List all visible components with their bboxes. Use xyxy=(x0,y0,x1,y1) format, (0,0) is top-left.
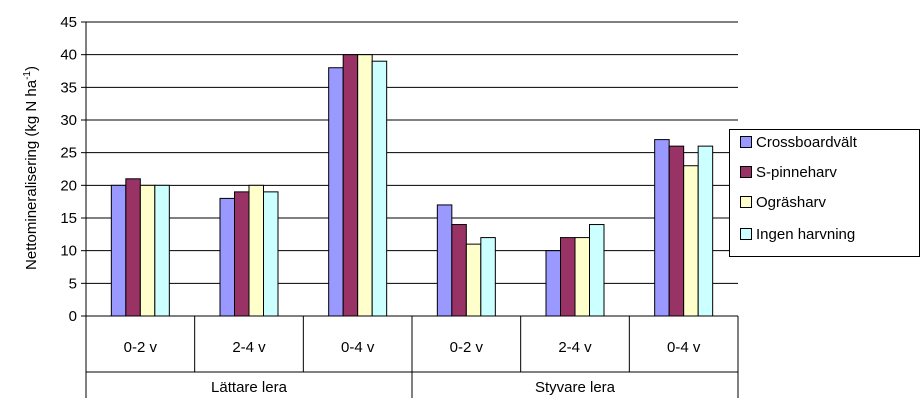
bar xyxy=(342,54,359,317)
y-axis-title-main: Nettomineralisering (kg N ha xyxy=(23,79,40,270)
bar xyxy=(668,145,685,317)
bar xyxy=(357,54,373,317)
x-tick-labels: 0-2 v 2-4 v 0-4 v 0-2 v 2-4 v 0-4 v xyxy=(124,339,701,356)
bar xyxy=(545,250,561,317)
gridlines xyxy=(86,21,738,284)
x-tick-label: 0-4 v xyxy=(667,339,701,356)
legend-label: Ogräsharv xyxy=(756,193,827,211)
group-label: Styvare lera xyxy=(535,379,616,396)
legend-swatch xyxy=(740,228,752,240)
legend-swatch xyxy=(740,196,752,208)
bar xyxy=(139,184,156,317)
y-tick-label: 5 xyxy=(69,275,77,292)
legend-item: Ogräsharv xyxy=(740,193,826,211)
axes xyxy=(81,21,739,398)
bar xyxy=(683,165,699,317)
y-tick-label: 10 xyxy=(60,243,77,260)
bar xyxy=(110,184,127,317)
y-tick-label: 30 xyxy=(60,112,77,129)
legend-item: Ingen harvning xyxy=(740,225,855,243)
y-axis-title: Nettomineralisering (kg N ha-1) xyxy=(22,66,40,270)
legend-item: S-pinneharv xyxy=(740,163,837,181)
bar xyxy=(589,224,605,317)
x-tick-label: 0-4 v xyxy=(341,339,375,356)
x-tick-label: 0-2 v xyxy=(124,339,158,356)
bar xyxy=(451,224,467,317)
bar xyxy=(125,178,141,317)
bar xyxy=(465,243,482,317)
legend-swatch xyxy=(740,136,752,148)
bar xyxy=(154,184,170,317)
bar xyxy=(574,237,590,317)
legend-item: Crossboardvält xyxy=(740,133,857,151)
legend-swatch xyxy=(740,166,752,178)
y-tick-label: 0 xyxy=(69,308,77,325)
x-tick-label: 2-4 v xyxy=(232,339,266,356)
bar xyxy=(263,191,279,317)
y-tick-label: 15 xyxy=(60,210,77,227)
group-labels: Lättare lera Styvare lera xyxy=(211,379,616,396)
legend-label: S-pinneharv xyxy=(756,163,837,181)
bar xyxy=(248,184,264,317)
bar xyxy=(697,145,714,317)
bar xyxy=(560,237,576,317)
y-tick-labels: 0 5 10 15 20 25 30 35 40 45 xyxy=(60,14,77,325)
bar xyxy=(436,204,453,317)
y-axis-title-close: ) xyxy=(23,66,40,71)
bar xyxy=(371,60,388,317)
x-tick-label: 0-2 v xyxy=(450,339,484,356)
bar xyxy=(219,197,235,317)
bar xyxy=(480,237,496,317)
bar xyxy=(328,67,344,317)
y-tick-label: 35 xyxy=(60,79,77,96)
bar xyxy=(234,191,250,317)
y-axis-title-sup: -1 xyxy=(22,71,33,80)
legend-label: Ingen harvning xyxy=(756,225,856,243)
x-tick-label: 2-4 v xyxy=(558,339,592,356)
y-tick-label: 40 xyxy=(60,47,77,64)
group-label: Lättare lera xyxy=(211,379,288,396)
y-tick-label: 25 xyxy=(60,145,77,162)
legend: Crossboardvält S-pinneharv Ogräsharv Ingen … xyxy=(729,129,920,257)
bar xyxy=(654,139,670,317)
y-tick-label: 45 xyxy=(60,14,77,31)
legend-label: Crossboardvält xyxy=(756,133,857,151)
y-tick-label: 20 xyxy=(60,177,77,194)
